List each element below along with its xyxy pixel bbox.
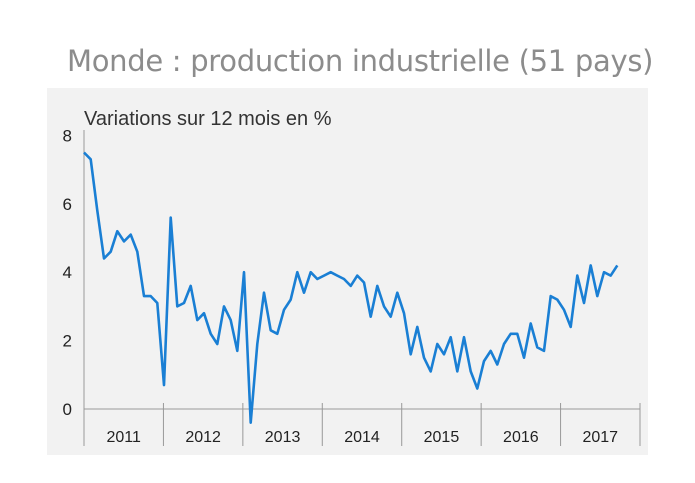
x-tick-label: 2015	[424, 429, 460, 446]
chart-subtitle: Variations sur 12 mois en %	[84, 108, 332, 130]
x-tick-label: 2017	[582, 429, 618, 446]
series-line	[83, 151, 619, 424]
x-tick-label: 2012	[185, 429, 221, 446]
y-tick-label: 6	[63, 195, 72, 214]
y-tick-label: 4	[63, 263, 72, 282]
x-tick-label: 2016	[503, 429, 539, 446]
y-tick-label: 0	[63, 400, 72, 419]
y-tick-label: 2	[63, 332, 72, 351]
y-tick-label: 8	[63, 126, 72, 145]
chart-title: Monde : production industrielle (51 pays…	[67, 44, 654, 78]
chart-panel	[47, 88, 648, 455]
x-tick-label: 2013	[265, 429, 301, 446]
y-axis: 0 2 4 6 8	[63, 126, 85, 446]
x-axis: 2011 2012 2013 2014 2015 2016 2017	[84, 403, 641, 446]
x-tick-label: 2014	[344, 429, 380, 446]
x-tick-label: 2011	[107, 429, 142, 446]
